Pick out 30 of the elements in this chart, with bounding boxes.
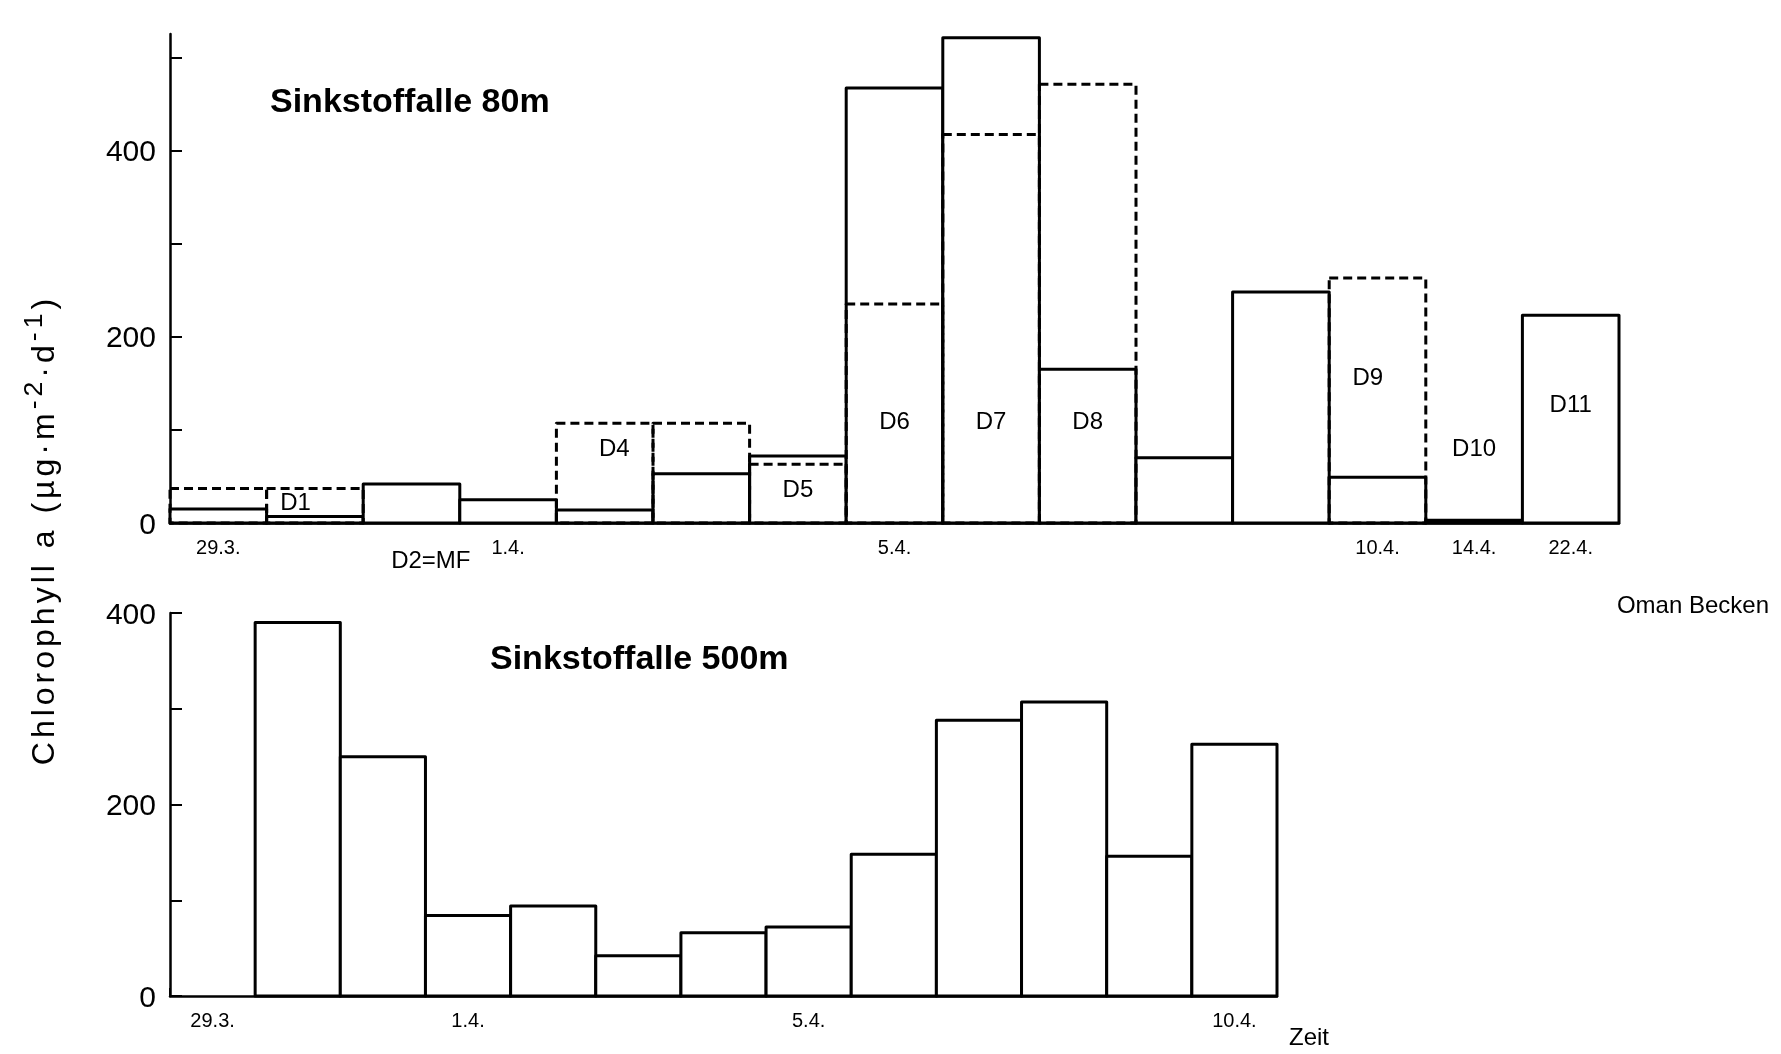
y-tick-label: 0 bbox=[139, 979, 156, 1013]
annotation: D6 bbox=[879, 407, 910, 435]
text: Sinkstoffalle 500m bbox=[490, 638, 789, 676]
annotation: D4 bbox=[599, 434, 630, 462]
x-tick-label: 29.3. bbox=[190, 1009, 235, 1031]
x-tick-label: 10.4. bbox=[1212, 1009, 1257, 1031]
annotation: D7 bbox=[975, 407, 1007, 435]
text: D2=MF bbox=[391, 545, 471, 573]
x-tick-label: 14.4. bbox=[1451, 536, 1497, 558]
x-tick-label: 22.4. bbox=[1548, 536, 1593, 558]
y-tick-label: 200 bbox=[105, 320, 156, 354]
x-axis-title: Zeit bbox=[1289, 1022, 1330, 1050]
x-tick-label: 5.4. bbox=[791, 1009, 826, 1031]
x-tick-label: 10.4. bbox=[1355, 536, 1400, 558]
x-tick-label: 29.3. bbox=[196, 536, 241, 558]
x-tick-label: 5.4. bbox=[877, 536, 912, 558]
annotation: D5 bbox=[782, 475, 814, 503]
x-tick-label: 1.4. bbox=[491, 536, 525, 558]
annotation: D11 bbox=[1549, 390, 1592, 418]
annotation: D9 bbox=[1352, 363, 1384, 391]
text: Oman Becken bbox=[1616, 590, 1769, 618]
text: Sinkstoffalle 80m bbox=[270, 81, 550, 119]
annotation: D10 bbox=[1452, 434, 1497, 462]
x-tick-label: 1.4. bbox=[451, 1009, 485, 1031]
y-tick-label: 400 bbox=[105, 596, 156, 630]
annotation: D8 bbox=[1072, 407, 1104, 435]
y-tick-label: 400 bbox=[105, 133, 156, 167]
y-tick-label: 200 bbox=[105, 788, 156, 821]
annotation: D1 bbox=[280, 488, 311, 516]
y-tick-label: 0 bbox=[139, 506, 156, 540]
